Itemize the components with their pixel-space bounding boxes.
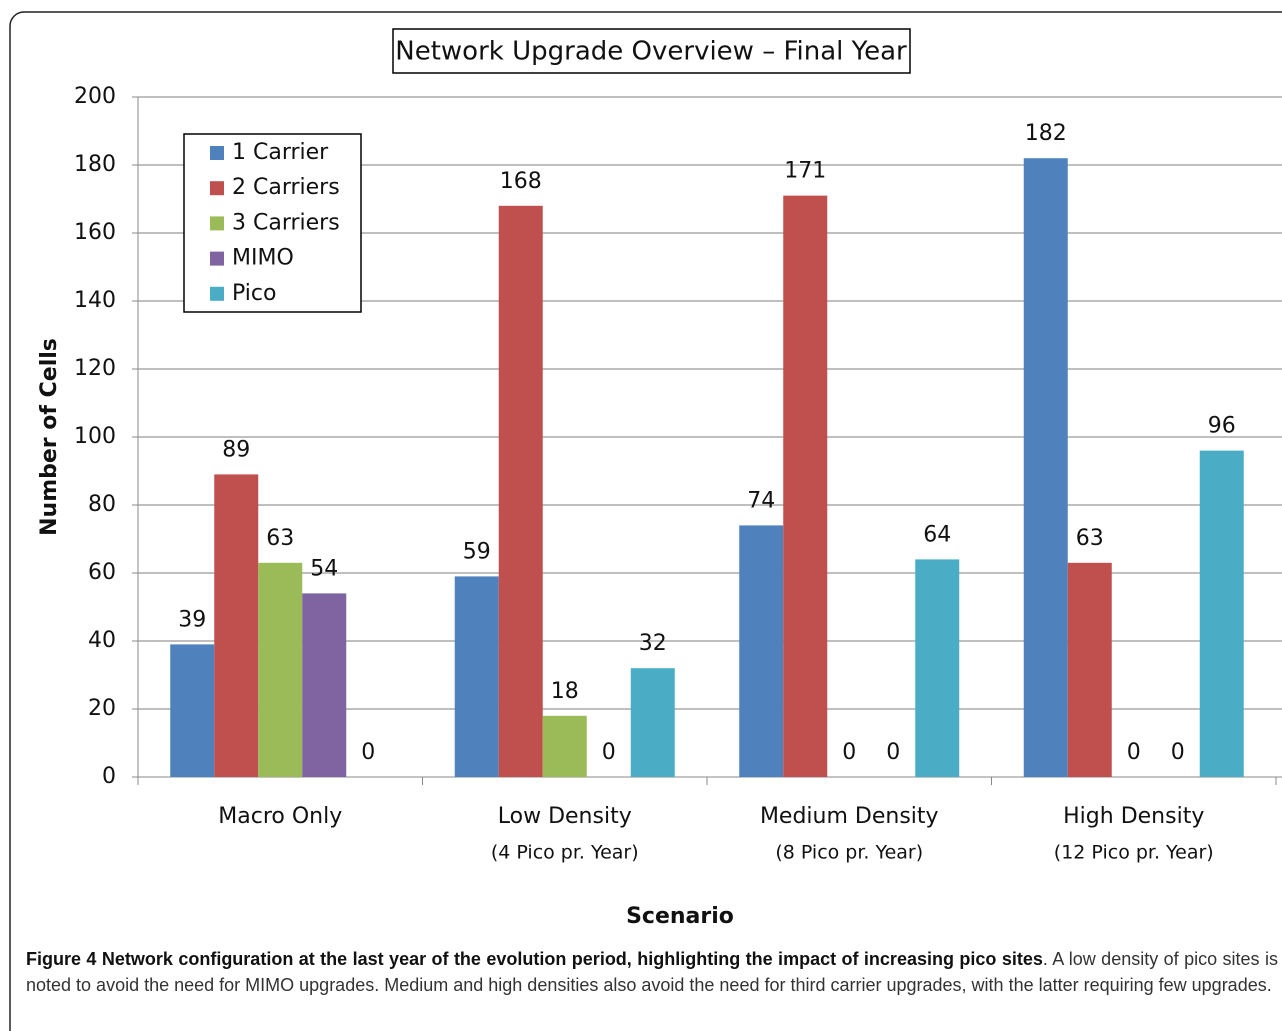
y-tick-label: 60 (88, 560, 116, 585)
bar (454, 576, 499, 777)
bar (630, 668, 675, 777)
y-tick-label: 140 (74, 288, 116, 313)
data-label: 171 (784, 159, 826, 184)
legend-label: 2 Carriers (232, 175, 340, 200)
data-label: 182 (1025, 121, 1067, 146)
caption: Figure 4 Network configuration at the la… (26, 946, 1278, 998)
data-label: 54 (310, 556, 338, 581)
legend-swatch (210, 146, 224, 160)
y-tick-label: 120 (74, 356, 116, 381)
y-tick-label: 160 (74, 220, 116, 245)
caption-bold: Figure 4 Network configuration at the la… (26, 949, 1043, 969)
y-axis-label: Number of Cells (37, 338, 62, 536)
x-tick-label: Medium Density (760, 804, 939, 829)
y-tick-label: 40 (88, 628, 116, 653)
bar (915, 559, 960, 777)
bar (258, 562, 303, 777)
bar (1067, 562, 1112, 777)
y-tick-label: 80 (88, 492, 116, 517)
legend-swatch (210, 251, 224, 266)
data-label: 64 (923, 522, 951, 547)
data-label: 168 (500, 169, 542, 194)
bar (302, 593, 347, 777)
data-label: 18 (551, 679, 579, 704)
y-tick-label: 180 (74, 152, 116, 177)
legend-swatch (210, 181, 224, 196)
bar (498, 205, 543, 778)
data-label: 0 (361, 740, 375, 765)
x-tick-label: High Density (1063, 804, 1204, 829)
legend-swatch (210, 286, 224, 301)
bar (1199, 450, 1244, 777)
y-tick-label: 0 (102, 764, 116, 789)
bar (739, 525, 784, 777)
x-tick-label: Macro Only (218, 804, 342, 829)
x-tick-sublabel: (12 Pico pr. Year) (1054, 842, 1214, 864)
legend-label: 1 Carrier (232, 140, 329, 165)
bar (214, 474, 259, 777)
data-label: 74 (747, 488, 775, 513)
bar (542, 715, 587, 777)
legend-label: 3 Carriers (232, 210, 340, 235)
y-tick-label: 200 (74, 84, 116, 109)
data-label: 89 (222, 437, 250, 462)
x-tick-label: Low Density (498, 804, 632, 829)
data-label: 0 (842, 740, 856, 765)
data-label: 96 (1208, 414, 1236, 439)
data-label: 63 (1076, 526, 1104, 551)
data-label: 59 (463, 539, 491, 564)
title-box (392, 28, 911, 74)
data-label: 0 (602, 740, 616, 765)
data-label: 32 (639, 631, 667, 656)
y-tick-label: 20 (88, 696, 116, 721)
x-axis-label: Scenario (626, 904, 734, 929)
frame (9, 11, 1282, 1031)
x-tick-sublabel: (4 Pico pr. Year) (491, 842, 639, 864)
legend-label: Pico (232, 281, 276, 306)
legend-label: MIMO (232, 246, 294, 271)
bar (1023, 158, 1068, 777)
bar (170, 644, 215, 777)
y-tick-label: 100 (74, 424, 116, 449)
x-tick-sublabel: (8 Pico pr. Year) (775, 842, 923, 864)
data-label: 0 (886, 740, 900, 765)
data-label: 0 (1127, 740, 1141, 765)
data-label: 63 (266, 526, 294, 551)
bar (783, 195, 828, 778)
data-label: 0 (1171, 740, 1185, 765)
caption-text: . A low density of pico sites is noted t… (26, 949, 1278, 995)
data-label: 39 (178, 607, 206, 632)
legend-swatch (210, 216, 224, 231)
chart-title: Network Upgrade Overview – Final Year (395, 37, 907, 67)
